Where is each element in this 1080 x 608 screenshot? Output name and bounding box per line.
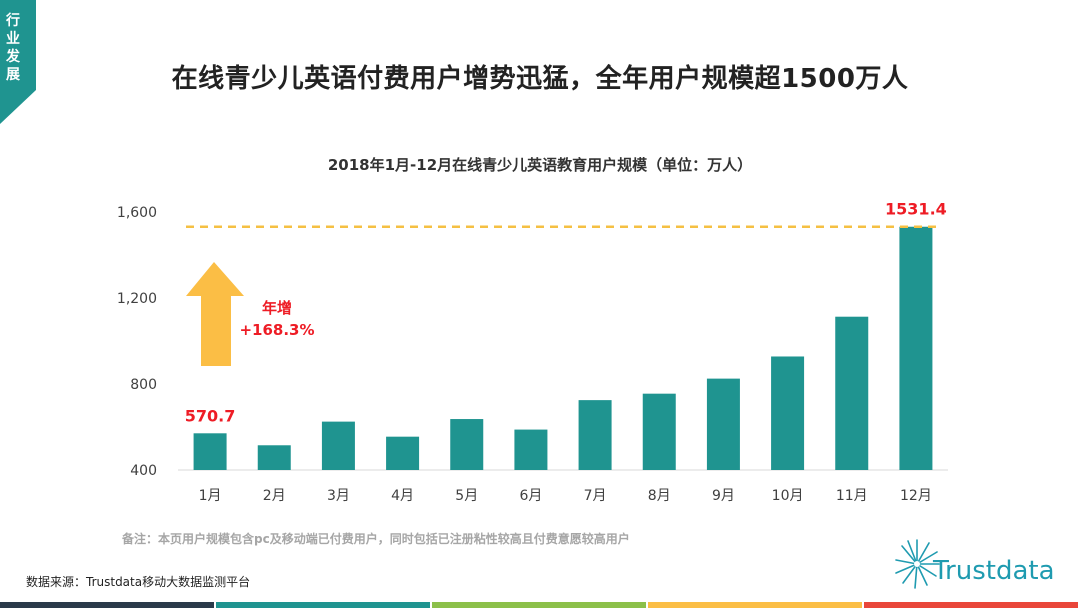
x-tick-label: 5月 bbox=[455, 488, 478, 504]
bar bbox=[771, 356, 805, 470]
bar bbox=[193, 433, 227, 470]
section-tag-label: 行业发展 bbox=[6, 13, 20, 83]
bar bbox=[706, 378, 740, 470]
logo-text: Trustdata bbox=[933, 556, 1055, 586]
y-tick-label: 1,200 bbox=[117, 291, 157, 307]
growth-value: +168.3% bbox=[239, 321, 314, 339]
bar bbox=[899, 226, 933, 470]
data-label: 1531.4 bbox=[885, 200, 947, 219]
chart-title: 2018年1月-12月在线青少儿英语教育用户规模（单位：万人） bbox=[327, 156, 753, 174]
y-tick-label: 400 bbox=[130, 463, 157, 479]
section-tag bbox=[0, 0, 36, 124]
bar bbox=[835, 316, 869, 470]
bar bbox=[514, 429, 548, 470]
x-tick-label: 8月 bbox=[648, 488, 671, 504]
x-tick-label: 2月 bbox=[263, 488, 286, 504]
x-tick-label: 10月 bbox=[772, 488, 804, 504]
y-tick-label: 1,600 bbox=[117, 205, 157, 221]
x-tick-label: 12月 bbox=[900, 488, 932, 504]
growth-label: 年增 bbox=[262, 299, 292, 317]
footnote: 备注：本页用户规模包含pc及移动端已付费用户，同时包括已注册粘性较高且付费意愿较… bbox=[122, 532, 630, 546]
data-source: 数据来源：Trustdata移动大数据监测平台 bbox=[26, 575, 251, 589]
data-label: 570.7 bbox=[185, 406, 236, 425]
bar bbox=[642, 393, 676, 470]
bar bbox=[321, 421, 355, 470]
page-title: 在线青少儿英语付费用户增势迅猛，全年用户规模超1500万人 bbox=[171, 64, 909, 94]
bar bbox=[450, 419, 484, 470]
bar bbox=[578, 400, 612, 470]
x-tick-label: 7月 bbox=[584, 488, 607, 504]
color-stripe bbox=[648, 602, 862, 608]
starburst-icon bbox=[895, 539, 940, 589]
bar bbox=[386, 436, 420, 470]
bar bbox=[257, 445, 291, 470]
color-stripe bbox=[216, 602, 430, 608]
growth-arrow-icon bbox=[186, 262, 244, 366]
x-tick-label: 4月 bbox=[391, 488, 414, 504]
trustdata-logo: Trustdata bbox=[893, 534, 1073, 594]
x-tick-label: 3月 bbox=[327, 488, 350, 504]
y-tick-label: 800 bbox=[130, 377, 157, 393]
color-stripe bbox=[864, 602, 1078, 608]
x-tick-label: 6月 bbox=[519, 488, 542, 504]
x-tick-label: 11月 bbox=[836, 488, 868, 504]
x-tick-label: 1月 bbox=[199, 488, 222, 504]
color-stripe bbox=[0, 602, 214, 608]
x-tick-label: 9月 bbox=[712, 488, 735, 504]
color-stripe bbox=[432, 602, 646, 608]
